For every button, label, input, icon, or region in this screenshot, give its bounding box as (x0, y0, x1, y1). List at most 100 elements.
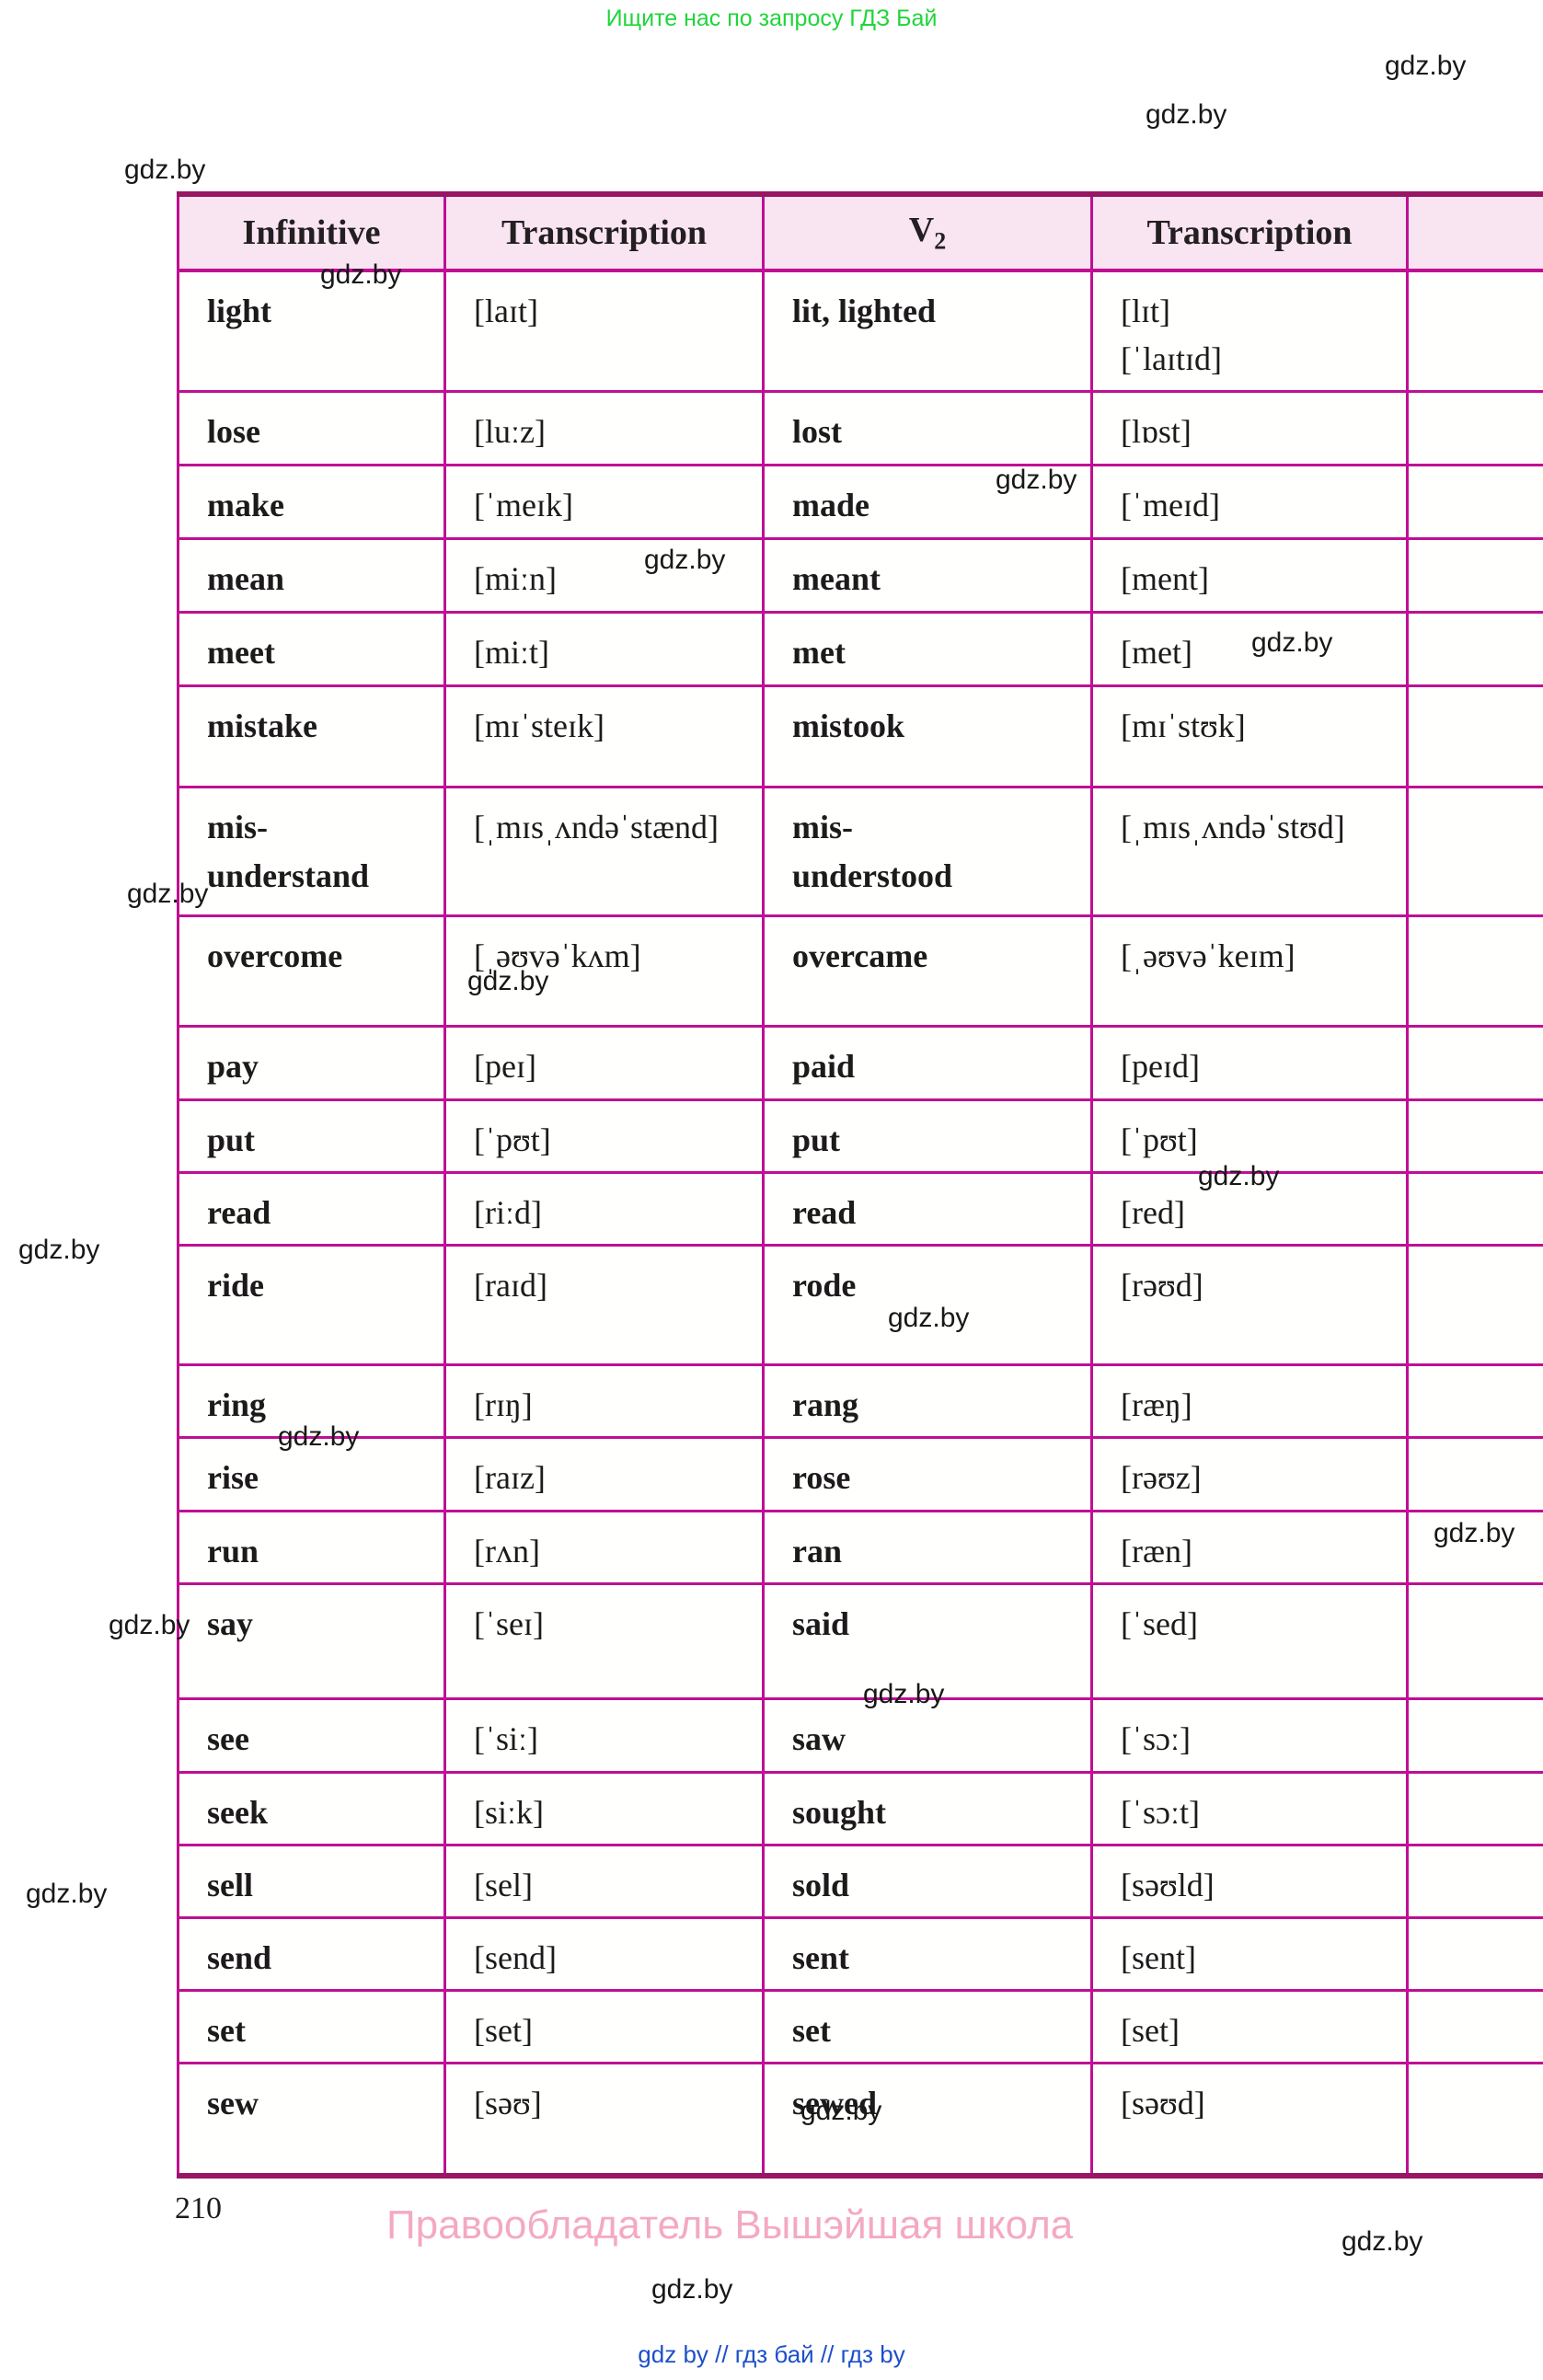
v2-cell: sent (762, 1915, 1093, 1993)
verb-row: see [ˈsiː] saw [ˈsɔː] (177, 1697, 1543, 1774)
infinitive-cell: lose (177, 390, 446, 467)
transcription-1-cell: [sel] (443, 1843, 765, 1919)
transcription-1-cell: [miːt] (443, 611, 765, 688)
empty-cell (1406, 390, 1543, 467)
empty-cell (1406, 464, 1543, 541)
verb-row: make [ˈmeɪk] made [ˈmeɪd] (177, 464, 1543, 541)
transcription-1-cell: [raɪz] (443, 1436, 765, 1513)
verb-row: put [ˈpʊt] put [ˈpʊt] (177, 1098, 1543, 1174)
v2-cell: set (762, 1989, 1093, 2065)
verb-row: mistake [mɪˈsteɪk] mistook [mɪˈstʊk] (177, 684, 1543, 789)
transcription-2-cell: [ˌmɪsˌʌndəˈstʊd] (1090, 786, 1409, 918)
infinitive-cell: see (177, 1697, 446, 1774)
transcription-1-cell: [riːd] (443, 1170, 765, 1247)
gdz-watermark: gdz.by (644, 545, 726, 575)
transcription-2-cell: [ˈsed] (1090, 1582, 1409, 1701)
v2-cell: meant (762, 537, 1093, 615)
v2-cell: ran (762, 1510, 1093, 1586)
empty-cell (1406, 1697, 1543, 1774)
gdz-watermark: gdz.by (278, 1421, 360, 1452)
empty-cell (1406, 611, 1543, 688)
publisher-line: Правообладатель Вышэйшая школа (386, 2202, 1074, 2248)
transcription-2-cell: [lɪt] [ˈlaɪtɪd] (1090, 269, 1409, 394)
empty-cell (1406, 1989, 1543, 2065)
empty-cell (1406, 1025, 1543, 1101)
transcription-1-cell: [ˈpʊt] (443, 1098, 765, 1174)
transcription-2-cell: [ræn] (1090, 1510, 1409, 1586)
header-v2-subscript: 2 (934, 227, 947, 255)
v2-cell: met (762, 611, 1093, 688)
transcription-2-cell: [set] (1090, 1989, 1409, 2065)
verb-row: rise [raɪz] rose [rəʊz] (177, 1436, 1543, 1513)
verb-row: seek [siːk] sought [ˈsɔːt] (177, 1770, 1543, 1846)
empty-cell (1406, 1436, 1543, 1513)
v2-cell: read (762, 1170, 1093, 1247)
infinitive-cell: meet (177, 611, 446, 688)
v2-cell: rose (762, 1436, 1093, 1513)
transcription-2-cell: [rəʊd] (1090, 1243, 1409, 1366)
v2-cell: made (762, 464, 1093, 541)
infinitive-cell: mean (177, 537, 446, 615)
gdz-watermark: gdz.by (18, 1235, 100, 1265)
empty-cell (1406, 914, 1543, 1029)
transcription-2-cell: [ˈsɔːt] (1090, 1770, 1409, 1846)
transcription-2-cell: [ment] (1090, 537, 1409, 615)
transcription-1-cell: [siːk] (443, 1770, 765, 1846)
header-transcription-2: Transcription (1090, 191, 1409, 272)
empty-cell (1406, 1770, 1543, 1846)
transcription-2-cell: [sent] (1090, 1915, 1409, 1993)
empty-cell (1406, 1098, 1543, 1174)
infinitive-cell: ride (177, 1243, 446, 1366)
gdz-watermark: gdz.by (127, 879, 209, 909)
gdz-watermark: gdz.by (888, 1303, 970, 1333)
header-infinitive: Infinitive (177, 191, 446, 272)
empty-cell (1406, 786, 1543, 918)
verb-row: set [set] set [set] (177, 1989, 1543, 2065)
infinitive-cell: set (177, 1989, 446, 2065)
v2-cell: sought (762, 1770, 1093, 1846)
transcription-1-cell: [ˈsiː] (443, 1697, 765, 1774)
infinitive-cell: mistake (177, 684, 446, 789)
transcription-1-cell: [rʌn] (443, 1510, 765, 1586)
transcription-2-cell: [rəʊz] (1090, 1436, 1409, 1513)
infinitive-cell: overcome (177, 914, 446, 1029)
gdz-watermark: gdz.by (1341, 2226, 1423, 2257)
verb-row: overcome [ˌəʊvəˈkʌm] overcame [ˌəʊvəˈkeɪm] (177, 914, 1543, 1029)
verb-row: lose [luːz] lost [lɒst] (177, 390, 1543, 467)
infinitive-cell: ring (177, 1362, 446, 1440)
transcription-1-cell: [ˈmeɪk] (443, 464, 765, 541)
infinitive-cell: light (177, 269, 446, 394)
footer-links[interactable]: gdz by // гдз бай // гдз by (638, 2340, 905, 2368)
empty-cell (1406, 1170, 1543, 1247)
transcription-1-cell: [ˈseɪ] (443, 1582, 765, 1701)
gdz-watermark: gdz.by (467, 966, 549, 996)
gdz-watermark: gdz.by (800, 2096, 882, 2126)
gdz-watermark: gdz.by (109, 1610, 190, 1640)
v2-cell: sold (762, 1843, 1093, 1919)
page-number: 210 (175, 2191, 222, 2225)
infinitive-cell: read (177, 1170, 446, 1247)
verb-row: sew [səʊ] sewed [səʊd] (177, 2062, 1543, 2179)
v2-cell: mis- understood (762, 786, 1093, 918)
header-v2-base: V (908, 211, 935, 250)
v2-cell: rang (762, 1362, 1093, 1440)
empty-cell (1406, 537, 1543, 615)
verb-row: read [riːd] read [red] (177, 1170, 1543, 1247)
v2-cell: rode (762, 1243, 1093, 1366)
gdz-watermark: gdz.by (1385, 51, 1467, 81)
infinitive-cell: run (177, 1510, 446, 1586)
gdz-watermark: gdz.by (1434, 1518, 1515, 1548)
verb-row: sell [sel] sold [səʊld] (177, 1843, 1543, 1919)
empty-cell (1406, 1243, 1543, 1366)
verb-row: mis- understand [ˌmɪsˌʌndəˈstænd] mis- und… (177, 786, 1543, 918)
v2-cell: saw (762, 1697, 1093, 1774)
transcription-2-cell: [səʊd] (1090, 2062, 1409, 2179)
verb-row: run [rʌn] ran [ræn] (177, 1510, 1543, 1586)
empty-cell (1406, 1843, 1543, 1919)
empty-cell (1406, 2062, 1543, 2179)
transcription-1-cell: [send] (443, 1915, 765, 1993)
empty-cell (1406, 684, 1543, 789)
gdz-watermark: gdz.by (1251, 627, 1333, 658)
transcription-1-cell: [səʊ] (443, 2062, 765, 2179)
transcription-1-cell: [miːn] (443, 537, 765, 615)
